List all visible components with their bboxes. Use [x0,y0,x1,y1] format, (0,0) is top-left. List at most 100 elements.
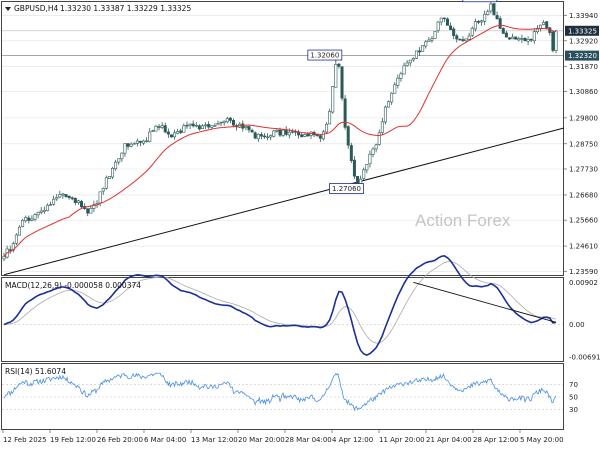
time-tick-label: 6 Mar 04:00 [144,436,186,444]
time-tick-label: 26 Feb 20:00 [97,436,143,444]
candle [362,167,366,181]
annotations: 1.34420 1.32060 1.27060 [307,0,498,194]
candle [272,129,276,138]
candle [430,36,434,43]
candle [228,116,232,124]
candle [368,150,372,168]
price-annotation: 1.34420 [462,0,498,4]
price-tick-label: 1.32920 [569,37,598,45]
rsi-tick-label: 50 [569,394,578,402]
candle [145,137,149,143]
candle [33,213,37,222]
ohlc-values: 1.33230 1.33387 1.33229 1.33325 [60,4,191,13]
candle [554,29,558,54]
time-tick-label: 21 Apr 04:00 [426,436,472,444]
candle [216,120,220,126]
candle [365,163,369,174]
price-axis: 1.33940 1.32920 1.31870 1.30860 1.29800 1.287… [564,12,599,276]
candle [266,133,270,141]
candle [461,36,465,43]
candle [76,199,80,205]
candle [489,3,493,14]
candle [464,38,468,42]
candle [517,36,521,42]
candle [142,139,146,146]
horizontal-level [2,30,563,57]
annotation-label: 1.27060 [332,185,361,193]
price-marker-label: 1.32320 [568,52,597,60]
candle [532,28,536,44]
candle [523,37,527,42]
candle [253,131,257,140]
candle [501,27,505,34]
candle [151,129,155,132]
candle [157,123,161,131]
candle [405,60,409,67]
candle [169,134,173,138]
candle [545,20,549,30]
time-tick-label: 13 Mar 12:00 [191,436,238,444]
ma-line [3,24,557,257]
candle [117,158,121,165]
candle [173,129,177,140]
candle [427,37,431,42]
candle [204,122,208,130]
candle [61,192,65,199]
candle [18,225,22,236]
rsi-line [3,372,557,412]
annotation-label: 1.32060 [310,52,339,60]
macd-title: MACD(12,26,9) -0.000058 0.000374 [5,281,141,290]
candle [45,203,49,212]
candle [300,132,304,138]
candle [154,124,158,132]
candle [424,40,428,49]
price-tick-label: 1.31870 [569,63,598,71]
candle [104,175,108,190]
candle [321,129,325,141]
rsi-tick-label: 70 [569,381,578,389]
collapse-triangle-icon[interactable] [5,7,11,11]
candle [390,92,394,105]
candle [331,85,335,114]
candle [551,31,555,53]
candle [377,129,381,146]
time-tick-label: 11 Apr 20:00 [379,436,425,444]
symbol-title: GBPUSD,H4 [14,4,59,13]
candle [349,142,353,164]
watermark: Action Forex [415,211,511,230]
macd-panel: 0.00902 0.00 -0.006915 [2,254,600,362]
candle [160,122,164,130]
candle [73,197,77,206]
price-tick-label: 1.25660 [569,217,598,225]
price-marker-label: 1.33325 [568,27,597,35]
candle [408,59,412,67]
candle [467,32,471,40]
candle [21,218,25,228]
price-tick-label: 1.33940 [569,12,598,20]
candle [535,25,539,34]
candle [262,133,266,139]
candle [188,123,192,129]
candle [207,121,211,129]
candle [114,159,118,171]
macd-signal-line [3,261,557,344]
price-annotation: 1.27060 [329,183,364,194]
macd-tick-label: 0.00 [569,321,585,329]
candle [42,206,46,214]
rsi-title: RSI(14) 51.6074 [5,367,66,376]
candle [185,121,189,129]
price-panel-frame [1,1,564,276]
candle [387,100,391,108]
candle [107,176,111,180]
price-tick-label: 1.27730 [569,166,598,174]
candle [49,201,53,206]
candle [55,194,59,201]
candle [486,9,490,16]
candle [393,82,397,94]
time-tick-label: 20 Mar 20:00 [238,436,285,444]
candle [70,196,74,201]
candle [247,125,251,133]
candle [470,26,474,37]
candle [334,62,338,88]
candle [244,125,248,131]
